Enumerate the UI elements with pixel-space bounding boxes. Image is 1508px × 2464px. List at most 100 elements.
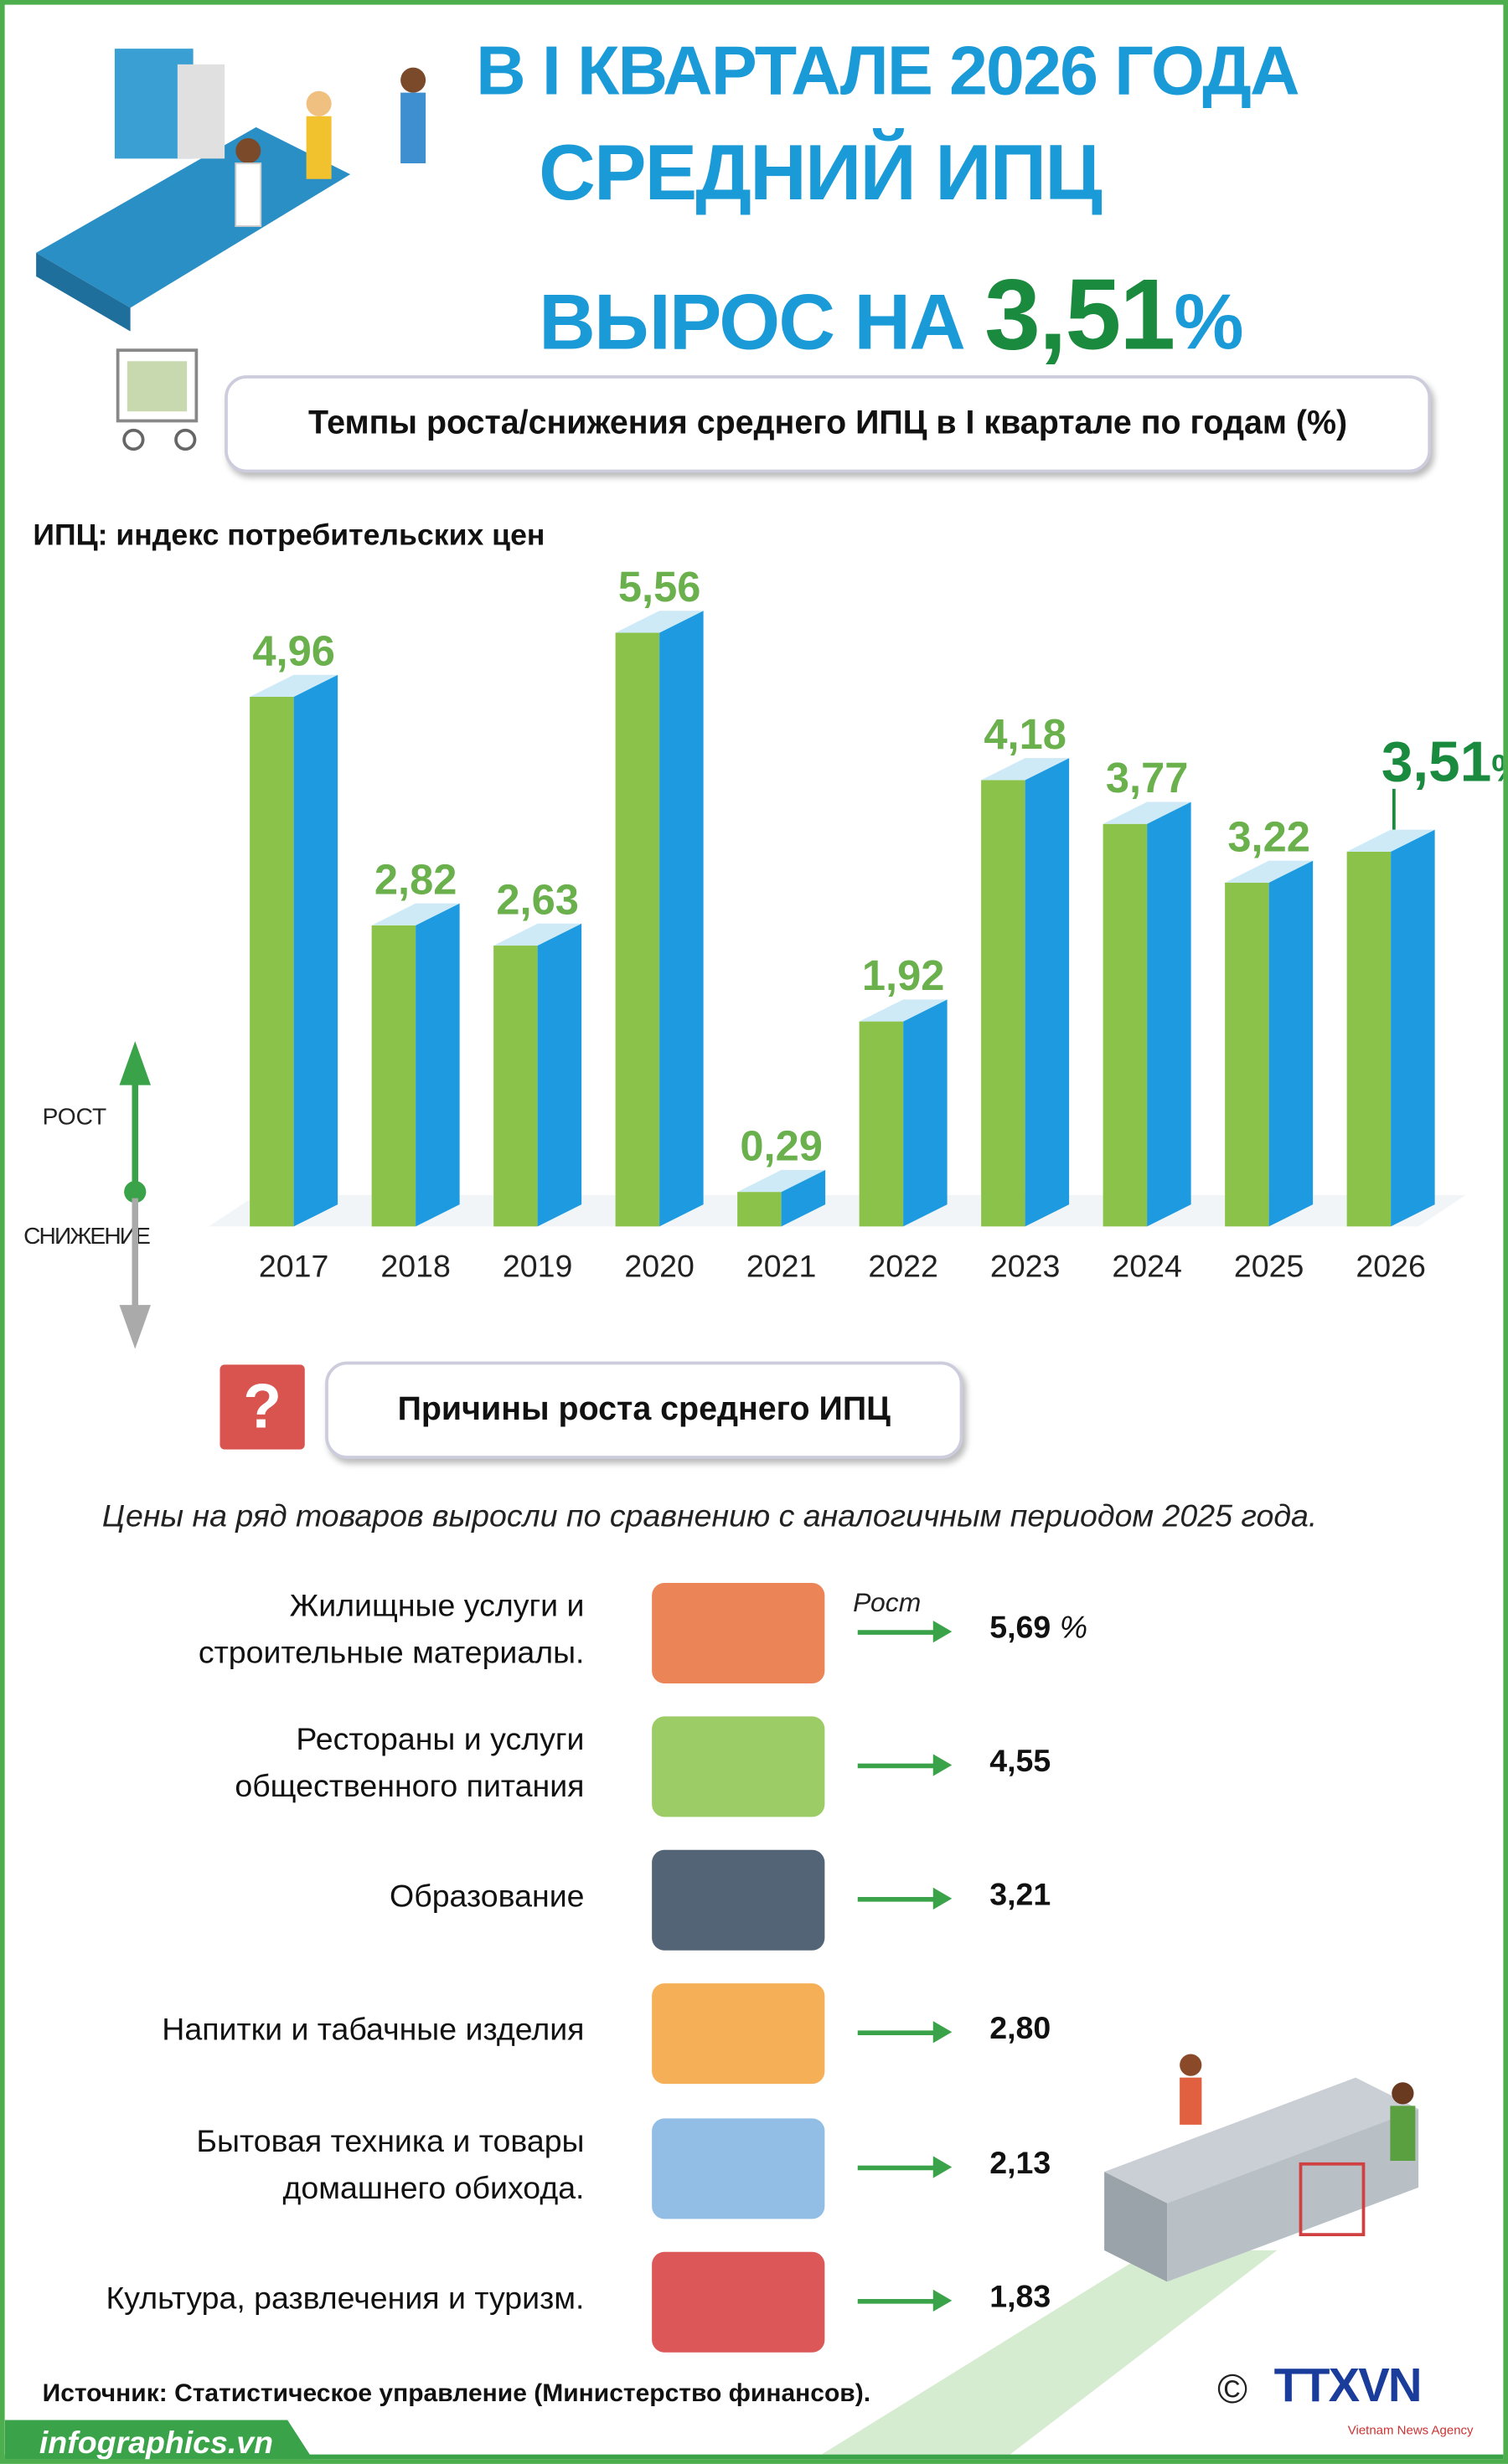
data-label: 3,22 [1227,812,1310,860]
bar-side [293,674,338,1227]
bar-front [737,1192,782,1227]
tick-label: 2023 [990,1248,1060,1283]
bar-top [737,1169,826,1193]
reason-label: Рестораны и услуги общественного питания [235,1722,585,1805]
food-plate-icon [652,1716,825,1817]
reason-label: Жилищные услуги и строительные материалы… [198,1589,585,1672]
shopping-cart-icon [116,348,199,451]
arrow-right-icon [857,1887,953,1910]
bar-side [537,923,582,1227]
reason-value: 4,55 [989,1745,1051,1781]
reason-label: Напитки и табачные изделия [162,2013,585,2048]
bar-front [493,946,538,1227]
bar-side [1268,860,1314,1227]
ttxvn-logo: TTXVN [1273,2360,1423,2412]
bar-side [1147,802,1191,1227]
reason-value-unit: % [1059,1611,1088,1646]
reason-value-number: 1,83 [989,2280,1051,2315]
bar-top [371,903,460,925]
growth-label: Рост [853,1587,922,1618]
tick-label: 2018 [380,1248,450,1283]
bar-top [981,758,1070,781]
reason-value-number: 3,21 [989,1878,1051,1913]
tick-label: 2024 [1112,1248,1181,1283]
bar-side [781,1169,826,1227]
shop-counter-illustration [821,2054,1419,2455]
legend-up-label: РОСТ [42,1104,107,1131]
popcorn-cinema-icon [652,2251,825,2353]
reason-value-number: 2,13 [989,2147,1051,2182]
tick-label: 2017 [259,1248,328,1283]
bar-front [371,925,416,1227]
data-label: 5,56 [618,563,701,611]
footer-bar [4,2454,1504,2460]
reason-value: 2,80 [989,2012,1051,2048]
bar-front [1225,882,1269,1227]
reason-value-number: 4,55 [989,1745,1051,1780]
tick-label: 2020 [624,1248,694,1283]
reason-value-number: 5,69 [989,1611,1051,1646]
data-label: 1,92 [862,951,945,999]
tick-label: 2021 [746,1248,816,1283]
bar-front [615,632,660,1227]
reason-label: Бытовая техника и товары домашнего обихо… [196,2124,585,2207]
tick-label: 2022 [868,1248,937,1283]
reason-value: 1,83 [989,2281,1051,2317]
arrow-right-icon [857,2289,953,2312]
tick-label: 2025 [1234,1248,1304,1283]
arrow-right-icon [857,2021,953,2044]
arrow-right-icon [857,1754,953,1776]
arrow-right-icon [857,1621,953,1643]
graduation-cap-icon [652,1849,825,1951]
bar-top [1225,860,1314,883]
data-label: 0,29 [740,1122,823,1170]
up-down-arrow-icon [119,1041,151,1349]
reasons-intro: Цены на ряд товаров выросли по сравнению… [101,1499,1318,1534]
headline-line-1: В I КВАРТАЛЕ 2026 ГОДА [476,33,1299,111]
reason-value: 3,21 [989,1879,1051,1915]
reason-value-number: 2,80 [989,2011,1051,2047]
chart-subtitle: Темпы роста/снижения среднего ИПЦ в I кв… [225,375,1432,473]
reason-value: 2,13 [989,2147,1051,2183]
data-label: 2,63 [496,876,579,924]
reasons-title: Причины роста среднего ИПЦ [325,1361,963,1459]
bar-top [615,611,704,633]
legend-down-label: СНИЖЕНИЕ [23,1223,151,1250]
headline-line-3: ВЫРОС НА 3,51% [539,256,1244,373]
site-link[interactable]: infographics.vn [4,2420,319,2460]
supermarket-checkout-illustration [36,49,426,332]
headline-line-2: СРЕДНИЙ ИПЦ [539,128,1103,217]
tick-label: 2019 [503,1248,572,1283]
reason-label: Образование [390,1879,585,1915]
bar-side [903,999,948,1227]
reason-label: Культура, развлечения и туризм. [106,2281,585,2317]
bar-front [250,696,294,1227]
data-label: 2,82 [374,855,457,903]
copyright-symbol: © [1217,2364,1248,2412]
reason-value: 5,69 % [989,1611,1087,1647]
bar-front [1103,823,1148,1227]
cpi-bar-chart: 4,96 2017 2,82 2018 2,63 2019 5,56 2020 0,29 2021… [209,563,1508,1283]
data-label: 3,51% [1381,730,1508,793]
bar-top [493,923,582,946]
question-icon: ? [219,1364,305,1450]
bar-front [859,1021,904,1227]
source-note: Источник: Статистическое управление (Мин… [42,2380,871,2408]
headline-prefix: ВЫРОС НА [539,277,966,366]
bar-top [859,999,948,1022]
bricks-icon [652,1583,825,1683]
data-label-unit: % [1491,746,1508,789]
bar-front [981,780,1025,1227]
bar-front [1346,851,1392,1227]
logo-subtitle: Vietnam News Agency [1347,2423,1474,2437]
arrow-right-icon [857,2156,953,2178]
bar-top [1103,802,1191,824]
bar-side [416,903,460,1227]
appliances-icon [652,2118,825,2219]
headline-unit: % [1174,277,1243,366]
cpi-note: ИПЦ: индекс потребительских цен [33,519,545,553]
bar-side [1025,758,1070,1227]
data-label: 4,18 [984,710,1066,758]
tick-label: 2026 [1356,1248,1425,1283]
